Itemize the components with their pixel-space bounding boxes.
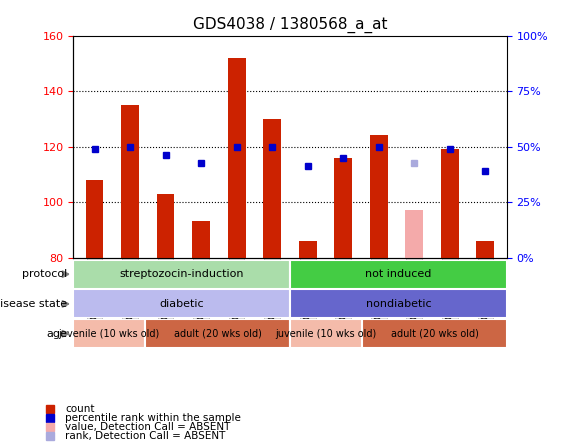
- Text: adult (20 wks old): adult (20 wks old): [174, 329, 262, 339]
- Bar: [334, 158, 352, 258]
- Text: value, Detection Call = ABSENT: value, Detection Call = ABSENT: [65, 422, 231, 432]
- Text: nondiabetic: nondiabetic: [365, 299, 431, 309]
- Bar: [290, 319, 362, 348]
- Bar: [362, 319, 507, 348]
- Bar: [192, 222, 210, 258]
- Bar: [263, 119, 281, 258]
- Bar: [157, 194, 175, 258]
- Title: GDS4038 / 1380568_a_at: GDS4038 / 1380568_a_at: [193, 16, 387, 33]
- Text: not induced: not induced: [365, 269, 431, 279]
- Bar: [290, 260, 507, 289]
- Text: adult (20 wks old): adult (20 wks old): [391, 329, 479, 339]
- Bar: [121, 105, 139, 258]
- Text: rank, Detection Call = ABSENT: rank, Detection Call = ABSENT: [65, 431, 226, 441]
- Text: diabetic: diabetic: [159, 299, 204, 309]
- Bar: [145, 319, 290, 348]
- Bar: [73, 289, 290, 318]
- Text: juvenile (10 wks old): juvenile (10 wks old): [275, 329, 377, 339]
- Text: disease state: disease state: [0, 299, 68, 309]
- Bar: [73, 319, 145, 348]
- Bar: [290, 289, 507, 318]
- Text: juvenile (10 wks old): juvenile (10 wks old): [59, 329, 160, 339]
- Text: streptozocin-induction: streptozocin-induction: [119, 269, 244, 279]
- Bar: [476, 241, 494, 258]
- Text: age: age: [47, 329, 68, 339]
- Bar: [73, 260, 290, 289]
- Bar: [405, 210, 423, 258]
- Text: count: count: [65, 404, 95, 414]
- Bar: [86, 180, 104, 258]
- Bar: [228, 58, 245, 258]
- Bar: [370, 135, 388, 258]
- Text: percentile rank within the sample: percentile rank within the sample: [65, 413, 241, 423]
- Text: protocol: protocol: [23, 269, 68, 279]
- Bar: [299, 241, 316, 258]
- Bar: [441, 149, 459, 258]
